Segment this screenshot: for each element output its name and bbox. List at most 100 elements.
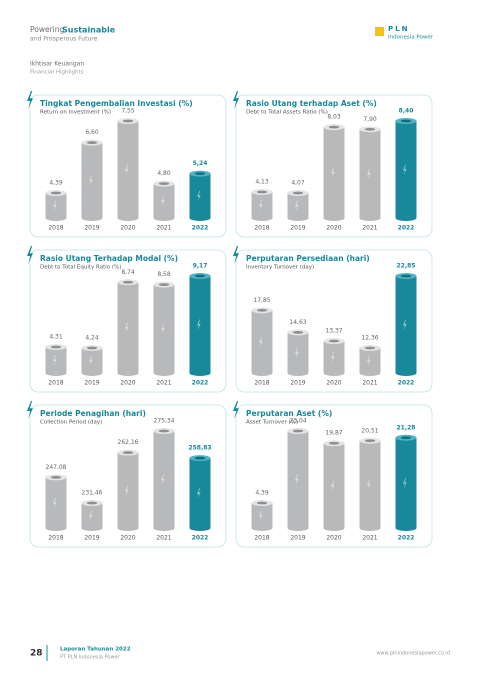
- chart-subtitle: Debt to Total Equity Ratio (%): [40, 265, 121, 271]
- bar-cap-inner: [364, 127, 376, 131]
- x-tick-label: 2021: [362, 225, 377, 232]
- bar-cap-inner: [256, 501, 268, 505]
- bar-cap-inner: [328, 339, 340, 343]
- section-subtitle: Financial Highlights: [30, 70, 84, 76]
- bar-icon: [367, 355, 371, 367]
- bar-base: [153, 370, 175, 376]
- x-tick-label: 2022: [192, 535, 209, 542]
- value-label: 4,31: [49, 333, 63, 340]
- value-label: 258,83: [188, 445, 211, 452]
- panel: [235, 94, 433, 238]
- bar-icon: [125, 322, 129, 334]
- x-tick-label: 2019: [84, 380, 99, 387]
- bar-icon: [331, 480, 335, 492]
- chart-title: Tingkat Pengembalian Investasi (%): [40, 99, 193, 108]
- bar-icon: [125, 485, 129, 497]
- bar-base: [251, 370, 273, 376]
- chart-subtitle: Inventory Turnover (day): [246, 265, 314, 271]
- bar-base: [81, 215, 103, 221]
- bar-base: [153, 215, 175, 221]
- x-tick-label: 2018: [254, 225, 269, 232]
- bar-base: [359, 525, 381, 531]
- value-label: 8,74: [121, 269, 135, 276]
- x-tick-label: 2022: [192, 380, 209, 387]
- bar-icon: [161, 323, 165, 335]
- x-tick-label: 2019: [290, 535, 305, 542]
- bar-cap-inner: [292, 429, 304, 433]
- section-title: Ikhtisar Keuangan: [30, 61, 84, 68]
- bar-icon: [295, 200, 299, 212]
- bar-base: [323, 215, 345, 221]
- panel-icon: [27, 246, 33, 264]
- x-tick-label: 2022: [398, 225, 415, 232]
- x-tick-label: 2020: [326, 380, 341, 387]
- bar-icon: [197, 190, 201, 202]
- bar-icon: [53, 200, 57, 212]
- chart-title: Rasio Utang Terhadap Modal (%): [40, 254, 178, 263]
- bar-cap-inner: [86, 501, 98, 505]
- value-label: 4,39: [255, 490, 269, 497]
- panel: [29, 94, 227, 238]
- value-label: 22,85: [397, 263, 416, 270]
- bar-base: [45, 215, 67, 221]
- bar-base: [395, 525, 417, 531]
- bar-base: [117, 370, 139, 376]
- chart-subtitle: Collection Period (day): [40, 420, 102, 426]
- bar-icon: [259, 510, 263, 522]
- tagline-line2: and Prosperous Future: [30, 36, 98, 43]
- bar-icon: [125, 164, 129, 176]
- x-tick-label: 2019: [290, 380, 305, 387]
- panel-icon: [233, 246, 239, 264]
- panel: [235, 249, 433, 393]
- x-tick-label: 2021: [156, 380, 171, 387]
- bar-base: [287, 215, 309, 221]
- x-tick-label: 2021: [362, 535, 377, 542]
- bar-cap-inner: [122, 451, 134, 455]
- bar-cap-inner: [292, 191, 304, 195]
- bar-icon: [367, 479, 371, 491]
- x-tick-label: 2021: [156, 535, 171, 542]
- x-tick-label: 2022: [398, 535, 415, 542]
- value-label: 8,03: [327, 114, 341, 121]
- bar-icon: [161, 195, 165, 207]
- bar-cap-inner: [400, 436, 412, 440]
- panel-icon: [233, 91, 239, 109]
- bar-icon: [367, 168, 371, 180]
- bar-cap-inner: [328, 441, 340, 445]
- bar-icon: [295, 474, 299, 486]
- panel: [29, 249, 227, 393]
- chart-title: Periode Penagihan (hari): [40, 409, 146, 418]
- bar-base: [45, 370, 67, 376]
- x-tick-label: 2018: [48, 225, 63, 232]
- footer-subtitle: PT PLN Indonesia Power: [60, 655, 121, 661]
- chart-subtitle: Asset Turnover (%): [246, 420, 298, 426]
- bar-base: [81, 370, 103, 376]
- bar-cap-inner: [194, 172, 206, 176]
- bar-icon: [89, 175, 93, 187]
- bar-cap-inner: [256, 308, 268, 312]
- value-label: 231,46: [82, 490, 103, 497]
- bar-cap-inner: [50, 345, 62, 349]
- logo-title: PLN: [388, 25, 409, 33]
- bar-icon: [259, 200, 263, 211]
- bar-icon: [197, 319, 201, 331]
- value-label: 262,16: [118, 439, 139, 446]
- bar-cap-inner: [256, 190, 268, 194]
- bar-base: [189, 370, 211, 376]
- bar-cap-inner: [194, 274, 206, 278]
- bar-cap-inner: [292, 331, 304, 334]
- bar-cap-inner: [364, 439, 376, 443]
- value-label: 21,28: [397, 424, 416, 431]
- bar-icon: [295, 347, 299, 359]
- bar-icon: [89, 510, 93, 522]
- bar-cap-inner: [86, 346, 98, 350]
- value-label: 247,08: [46, 464, 67, 471]
- value-label: 8,58: [157, 271, 171, 278]
- bar-base: [395, 215, 417, 221]
- bar-base: [323, 370, 345, 376]
- panel: [235, 404, 433, 548]
- bar-cap-inner: [50, 475, 62, 479]
- bar-cap-inner: [400, 274, 412, 278]
- value-label: 4,13: [255, 179, 269, 186]
- bar-base: [251, 215, 273, 221]
